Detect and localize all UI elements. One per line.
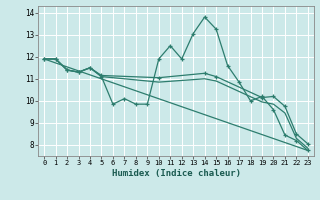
X-axis label: Humidex (Indice chaleur): Humidex (Indice chaleur) — [111, 169, 241, 178]
